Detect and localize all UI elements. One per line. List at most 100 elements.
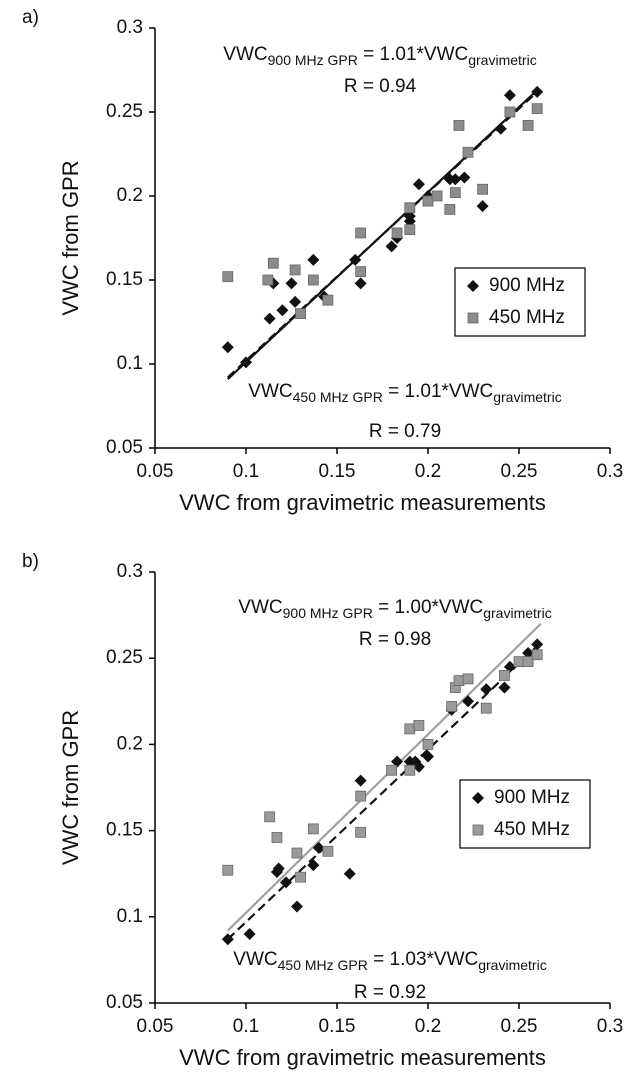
x-tick-label: 0.25 <box>501 1016 538 1037</box>
x-tick-label: 0.05 <box>137 1016 174 1037</box>
x-axis-title: VWC from gravimetric measurements <box>179 490 546 515</box>
point <box>498 681 511 694</box>
legend: 900 MHz 450 MHz <box>454 267 586 337</box>
point <box>355 790 367 802</box>
y-tick-label: 0.25 <box>106 647 143 668</box>
point <box>503 660 516 673</box>
point <box>307 274 319 286</box>
r-value: R = 0.98 <box>359 629 431 650</box>
legend-label: 900 MHz <box>489 275 565 296</box>
fit-line <box>227 645 538 941</box>
point <box>480 702 492 714</box>
point <box>412 760 425 773</box>
point <box>499 670 510 681</box>
y-tick-label: 0.3 <box>117 561 143 582</box>
equation: VWC900 MHz GPR = 1.00*VWCgravimetric <box>238 597 551 621</box>
point <box>404 224 416 236</box>
point <box>280 876 293 889</box>
subscript: 450 MHz GPR <box>278 957 368 973</box>
point <box>458 171 471 184</box>
legend-box <box>454 267 586 337</box>
point <box>263 312 276 325</box>
y-tick-label: 0.25 <box>106 101 143 122</box>
point <box>355 227 367 239</box>
y-axis-title: VWC from GPR <box>58 710 83 865</box>
legend-label: 450 MHz <box>489 307 565 328</box>
point <box>312 841 325 854</box>
point <box>354 774 367 787</box>
point <box>422 750 434 763</box>
y-tick-label: 0.15 <box>106 820 143 841</box>
point <box>354 277 367 290</box>
point <box>531 103 543 115</box>
subscript: gravimetric <box>493 389 561 405</box>
legend-marker <box>472 824 484 836</box>
point <box>462 695 475 708</box>
equation-part: = 1.01*VWC <box>358 44 468 65</box>
point <box>355 826 367 838</box>
subscript: gravimetric <box>468 52 536 68</box>
point <box>289 295 302 308</box>
point <box>513 656 525 668</box>
point <box>422 739 434 750</box>
point <box>355 266 367 278</box>
point <box>449 187 461 199</box>
equation: VWC450 MHz GPR = 1.03*VWCgravimetric <box>233 949 546 973</box>
x-tick-label: 0.1 <box>233 461 259 482</box>
point <box>391 755 404 768</box>
x-tick-label: 0.25 <box>501 461 538 482</box>
series <box>222 649 543 883</box>
point <box>295 308 307 320</box>
subscript: gravimetric <box>478 957 546 973</box>
y-tick-label: 0.2 <box>117 185 143 206</box>
point <box>412 178 425 191</box>
equation-part: VWC <box>223 44 267 65</box>
point <box>522 120 534 131</box>
legend-marker <box>467 280 479 292</box>
r-value: R = 0.94 <box>344 76 417 97</box>
legend-label: 450 MHz <box>494 819 570 840</box>
equation: VWC900 MHz GPR = 1.01*VWCgravimetric <box>223 44 536 68</box>
equation-part: = 1.00*VWC <box>373 597 483 618</box>
point <box>477 183 489 195</box>
y-tick-label: 0.1 <box>117 906 143 927</box>
point <box>531 649 543 661</box>
y-tick-label: 0.3 <box>117 17 143 38</box>
point <box>404 764 416 776</box>
equation-part: VWC <box>238 597 282 618</box>
x-tick-label: 0.1 <box>233 1016 259 1037</box>
y-axis-title: VWC from GPR <box>58 160 83 315</box>
subscript: 450 MHz GPR <box>293 389 383 405</box>
point <box>240 356 252 369</box>
x-tick-label: 0.05 <box>137 461 174 482</box>
point <box>476 200 489 213</box>
point <box>444 204 456 215</box>
point <box>291 847 303 859</box>
point <box>262 274 274 286</box>
point <box>222 864 234 876</box>
point <box>221 341 234 354</box>
point <box>267 257 279 269</box>
subscript: gravimetric <box>483 605 551 621</box>
point <box>422 195 434 207</box>
point <box>403 210 416 223</box>
x-tick-label: 0.3 <box>597 1016 623 1037</box>
panel-label: a) <box>22 7 39 28</box>
x-axis-title: VWC from gravimetric measurements <box>179 1045 546 1070</box>
x-tick-label: 0.3 <box>597 461 623 482</box>
y-tick-label: 0.05 <box>106 992 143 1013</box>
point <box>276 304 289 317</box>
point <box>453 120 465 131</box>
x-tick-label: 0.2 <box>415 1016 441 1037</box>
point <box>307 253 320 266</box>
point <box>322 294 334 306</box>
y-tick-label: 0.15 <box>106 269 143 290</box>
panel-label: b) <box>22 551 39 572</box>
legend-box <box>459 779 591 849</box>
subscript: 900 MHz GPR <box>268 52 358 68</box>
y-tick-label: 0.05 <box>106 437 143 458</box>
point <box>243 928 256 941</box>
point <box>453 675 465 687</box>
